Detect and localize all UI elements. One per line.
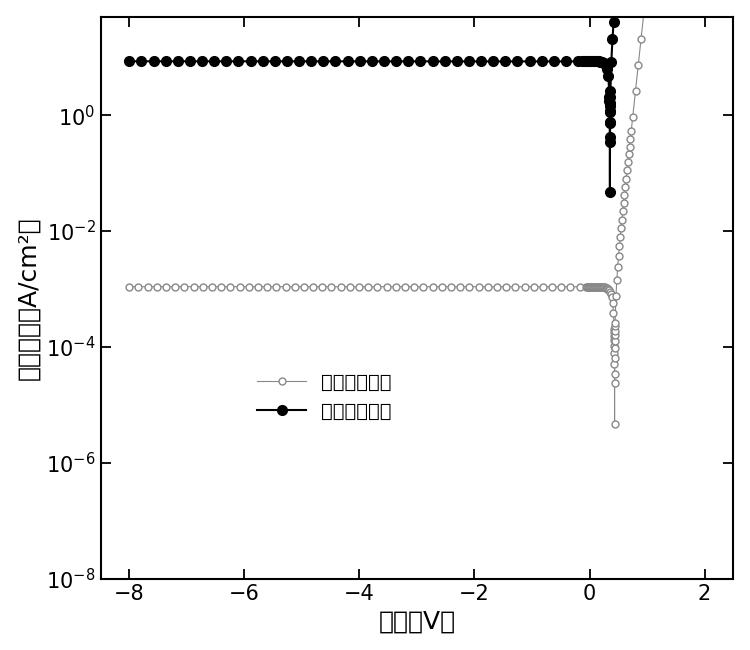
有紫外光照射 (590, 57, 599, 65)
有紫外光照射 (592, 57, 602, 65)
Line: 无紫外光照射: 无紫外光照射 (126, 0, 708, 428)
Line: 有紫外光照射: 有紫外光照射 (124, 0, 709, 197)
无紫外光照射 (609, 315, 618, 323)
有紫外光照射 (605, 188, 614, 196)
有紫外光照射 (404, 57, 412, 65)
无紫外光照射 (595, 283, 604, 291)
X-axis label: 电压（V）: 电压（V） (378, 609, 455, 633)
Y-axis label: 电流密度（A/cm²）: 电流密度（A/cm²） (16, 216, 40, 380)
无紫外光照射 (486, 283, 495, 291)
有紫外光照射 (604, 84, 613, 92)
无紫外光照射 (124, 283, 134, 291)
无紫外光照射 (597, 283, 606, 291)
无紫外光照射 (610, 420, 619, 428)
有紫外光照射 (483, 57, 492, 65)
Legend: 无紫外光照射, 有紫外光照射: 无紫外光照射, 有紫外光照射 (250, 365, 400, 428)
无紫外光照射 (406, 283, 416, 291)
有紫外光照射 (124, 57, 134, 65)
